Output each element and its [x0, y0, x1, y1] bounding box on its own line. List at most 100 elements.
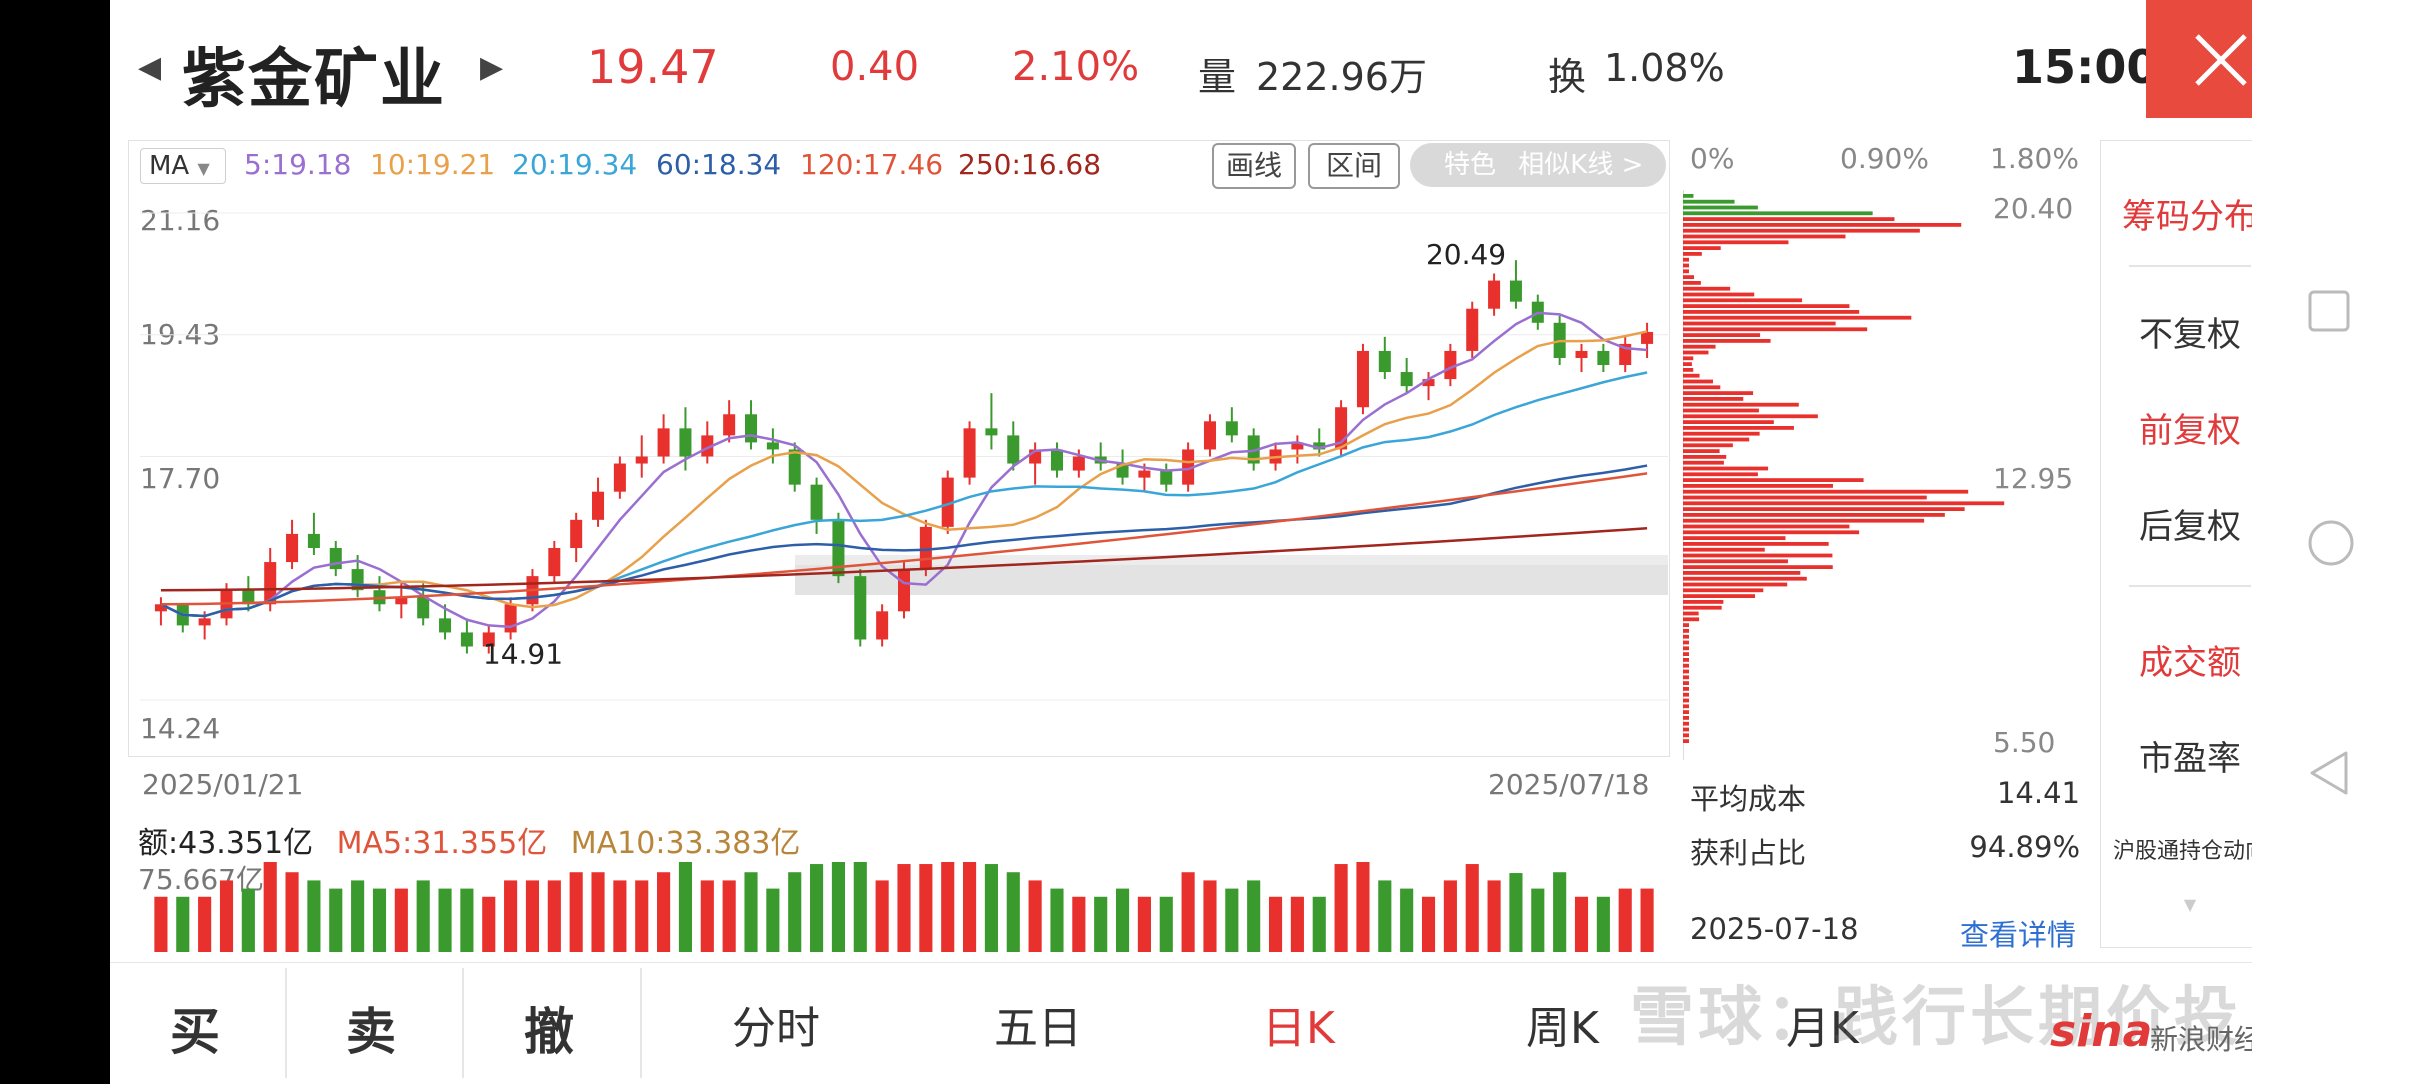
home-icon[interactable]	[2306, 518, 2356, 568]
range-button[interactable]: 区间	[1308, 143, 1400, 189]
chip-bar	[1683, 687, 1689, 691]
candle-body	[1160, 470, 1173, 485]
chip-bar	[1683, 623, 1689, 627]
stock-name: 紫金矿业	[182, 43, 446, 117]
candles-group	[154, 260, 1654, 654]
chip-bar	[1683, 739, 1689, 743]
chip-bar	[1683, 698, 1689, 703]
candle-body	[154, 604, 167, 612]
ma-selector-dropdown[interactable]: MA ▼	[140, 148, 226, 184]
low-annotation: 14.91	[483, 638, 563, 671]
recent-apps-icon[interactable]	[2306, 288, 2352, 334]
watermark-text: 雪球：践行长期价投	[1630, 981, 2242, 1055]
chevron-down-icon[interactable]: ▼	[2183, 895, 2197, 914]
menu-turnover-amount[interactable]: 成交额	[2139, 643, 2241, 683]
menu-pe-ratio[interactable]: 市盈率	[2139, 739, 2241, 779]
indicator-menu: 筹码分布 不复权 前复权 后复权 成交额 市盈率 沪股通持仓动向 ▼	[2100, 140, 2280, 948]
tab-intraday[interactable]: 分时	[732, 1003, 820, 1054]
volume-bar	[722, 880, 736, 952]
candle-body	[1575, 350, 1588, 358]
ma5-label: 5:19.18	[244, 148, 352, 181]
volume-label: 量	[1198, 55, 1237, 99]
chip-y-label: 12.95	[1993, 462, 2074, 495]
chip-distribution-chart[interactable]	[1683, 190, 2083, 760]
ma250-label: 250:16.68	[958, 148, 1102, 181]
chip-bar	[1683, 565, 1833, 569]
chip-bar	[1683, 727, 1689, 732]
buy-button[interactable]: 买	[170, 1003, 220, 1061]
chip-bar	[1683, 420, 1774, 424]
candle-body	[548, 547, 561, 577]
chip-bar	[1683, 460, 1724, 465]
back-icon[interactable]	[2306, 748, 2352, 798]
kline-chart[interactable]: 20.49 14.91	[140, 195, 1668, 715]
triangle-right-icon[interactable]: ▶	[480, 50, 504, 85]
cancel-order-button[interactable]: 撤	[524, 1003, 574, 1061]
chip-bar	[1683, 489, 1969, 494]
tab-five-day[interactable]: 五日	[994, 1003, 1082, 1054]
chip-bar	[1683, 640, 1689, 645]
similar-kline-button[interactable]: 特色 相似K线 >	[1410, 143, 1666, 187]
volume-bar	[438, 888, 452, 952]
candle-body	[482, 632, 495, 647]
candle-body	[1182, 449, 1195, 485]
chip-bar	[1683, 414, 1818, 419]
volume-bar	[176, 896, 190, 952]
candle-body	[1422, 379, 1435, 387]
chevron-down-icon: ▼	[197, 159, 210, 178]
candle-body	[1641, 331, 1654, 344]
menu-chip-distribution[interactable]: 筹码分布	[2122, 197, 2258, 237]
tab-monthly-k[interactable]: 月K	[1786, 1003, 1859, 1054]
stat-avg-cost: 平均成本 14.41	[1690, 776, 2080, 818]
volume-bar	[1028, 880, 1042, 952]
candle-body	[570, 519, 583, 548]
chip-bar	[1683, 559, 1788, 564]
sell-button[interactable]: 卖	[346, 1003, 396, 1061]
chip-bar	[1683, 466, 1769, 471]
candle-body	[1050, 449, 1063, 471]
volume-bar	[1334, 864, 1348, 952]
candle-body	[876, 611, 889, 640]
ma-line	[160, 472, 1648, 606]
volume-chart[interactable]	[140, 862, 1668, 952]
triangle-left-icon[interactable]: ◀	[138, 50, 162, 85]
chip-bar	[1683, 478, 1864, 482]
candle-body	[460, 632, 473, 647]
chip-bar	[1683, 333, 1761, 337]
volume-bar	[547, 880, 561, 952]
menu-backward-adjust[interactable]: 后复权	[2139, 507, 2241, 547]
chip-bar	[1683, 269, 1689, 274]
chip-bar	[1683, 663, 1689, 668]
candle-body	[264, 562, 277, 605]
chip-bar	[1683, 501, 2005, 506]
tab-divider	[285, 968, 287, 1078]
support-zone-band-upper	[795, 555, 1668, 565]
volume-bar	[569, 872, 583, 952]
turnover-label: 换	[1548, 55, 1587, 99]
chip-bar	[1683, 344, 1716, 349]
volume-bar	[416, 880, 430, 952]
draw-line-button[interactable]: 画线	[1212, 143, 1296, 189]
menu-no-adjust[interactable]: 不复权	[2139, 315, 2241, 355]
view-detail-link[interactable]: 查看详情	[1960, 918, 2077, 952]
volume-bar	[351, 880, 365, 952]
kline-panel[interactable]	[128, 140, 1670, 757]
candle-body	[1488, 280, 1501, 309]
tab-daily-k[interactable]: 日K	[1262, 1003, 1335, 1054]
tab-divider	[640, 968, 642, 1078]
volume-bar	[1225, 888, 1239, 952]
chip-bar	[1683, 733, 1689, 738]
menu-forward-adjust[interactable]: 前复权	[2139, 411, 2241, 451]
tab-weekly-k[interactable]: 周K	[1526, 1003, 1599, 1054]
chip-axis-label: 0%	[1690, 142, 1735, 175]
volume-bar	[1509, 873, 1523, 952]
menu-hk-connect[interactable]: 沪股通持仓动向	[2112, 839, 2267, 864]
ma20-label: 20:19.34	[512, 148, 638, 181]
chip-bar	[1683, 281, 1701, 285]
stat-value: 94.89%	[1969, 830, 2080, 864]
candle-body	[635, 456, 648, 464]
chip-bar	[1683, 443, 1733, 448]
chip-bar	[1683, 310, 1860, 314]
candle-body	[417, 597, 430, 619]
chip-bar	[1683, 547, 1765, 552]
